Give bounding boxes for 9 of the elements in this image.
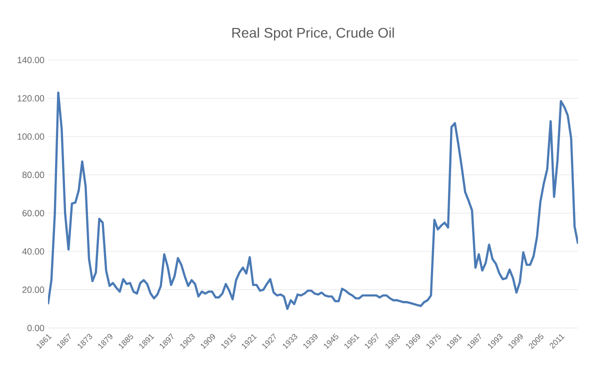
y-tick-label: 80.00	[22, 172, 44, 178]
y-tick-label: 100.00	[18, 133, 44, 140]
y-tick-label: 140.00	[18, 56, 44, 64]
y-tick-label: 120.00	[18, 95, 44, 102]
y-tick-label: 60.00	[22, 210, 44, 216]
y-tick-label: 20.00	[22, 286, 44, 293]
y-tick-label: 0.00	[27, 324, 44, 332]
chart-title: Real Spot Price, Crude Oil	[232, 27, 394, 40]
y-tick-label: 40.00	[22, 248, 44, 255]
